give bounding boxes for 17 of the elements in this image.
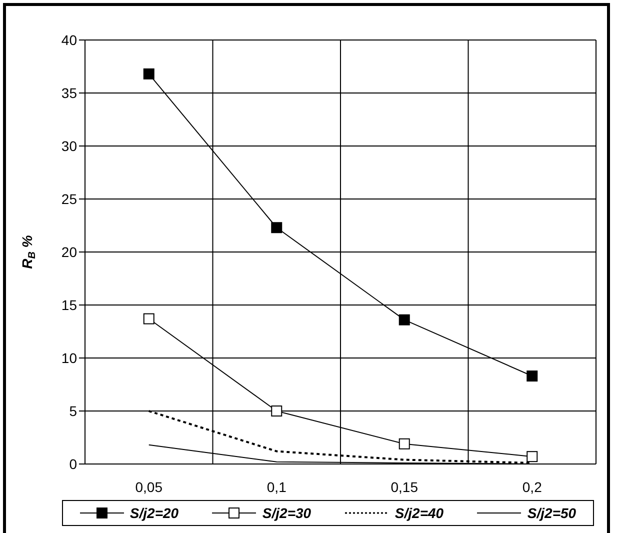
y-tick-label: 10	[61, 350, 78, 366]
y-tick-label: 40	[61, 32, 78, 48]
x-tick-label: 0,1	[266, 478, 287, 495]
legend-label: S/j2=30	[262, 505, 312, 521]
y-tick-label: 30	[61, 138, 78, 154]
x-tick-label: 0,05	[135, 478, 163, 495]
legend-label: S/j2=50	[527, 505, 576, 521]
legend-label: S/j2=20	[130, 505, 179, 521]
legend-label: S/j2=40	[394, 505, 444, 521]
y-tick-label: 5	[69, 402, 78, 419]
y-tick-label: 15	[61, 296, 78, 313]
x-tick-label: 0,15	[390, 478, 418, 495]
y-tick-label: 20	[61, 244, 78, 260]
y-tick-label: 35	[61, 84, 78, 101]
x-tick-label: 0,2	[522, 478, 542, 495]
y-tick-label: 0	[69, 456, 78, 472]
y-tick-label: 25	[61, 190, 78, 207]
